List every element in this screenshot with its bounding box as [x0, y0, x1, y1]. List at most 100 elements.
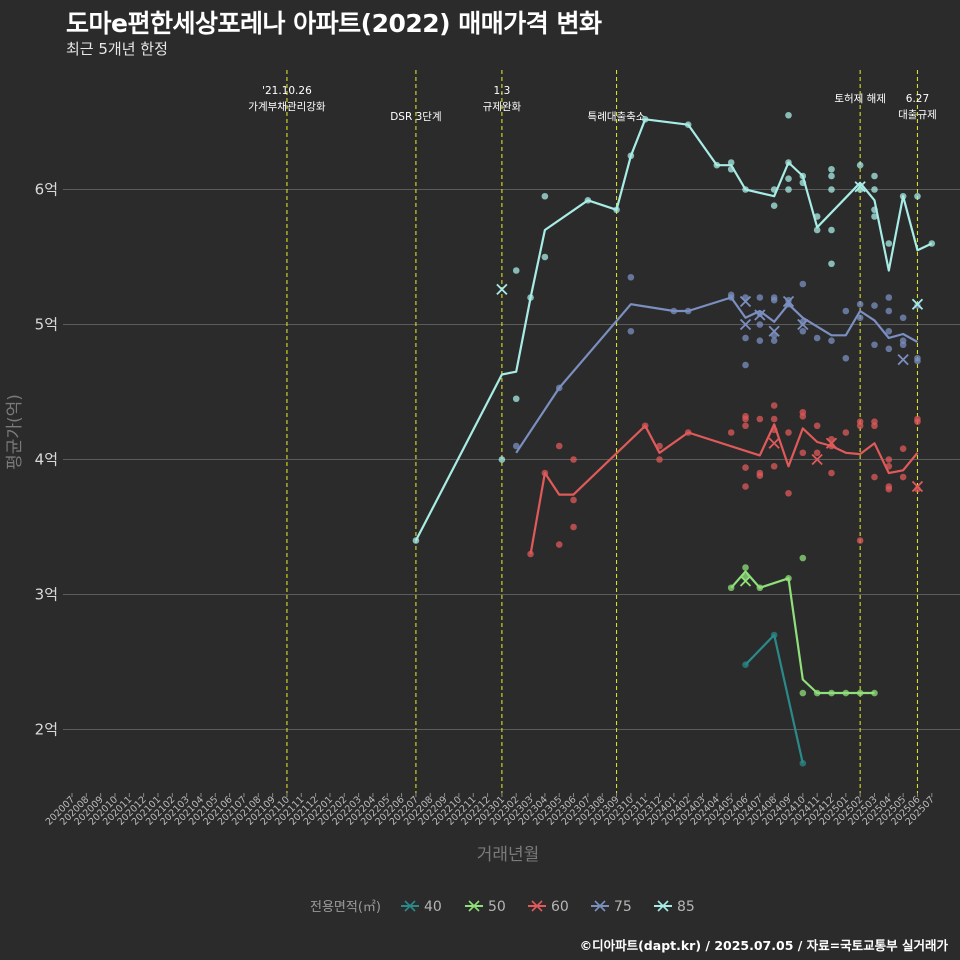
data-point: [871, 302, 878, 309]
y-tick-label: 5억: [35, 316, 58, 334]
data-point: [570, 456, 577, 463]
data-point: [684, 307, 692, 315]
data-point: [899, 192, 907, 200]
data-point: [799, 689, 807, 697]
data-point: [555, 442, 563, 450]
data-point: [799, 179, 807, 187]
data-point: [799, 449, 807, 457]
data-point: [856, 314, 864, 322]
data-point: [785, 186, 792, 193]
data-point: [828, 689, 835, 697]
series-60: [527, 402, 924, 558]
data-point: [813, 226, 821, 234]
data-point: [871, 206, 878, 214]
chart-title: 도마e편한세상포레나 아파트(2022) 매매가격 변화: [66, 9, 602, 38]
data-point: [742, 422, 749, 430]
data-point: [512, 442, 520, 450]
data-point: [828, 337, 835, 345]
data-point: [885, 294, 893, 301]
data-point: [799, 327, 807, 335]
data-point: [670, 307, 678, 315]
legend-key-cross: [594, 900, 606, 912]
legend-title: 전용면적(㎡): [310, 900, 381, 915]
data-point: [885, 462, 893, 470]
cancelled-marker: [754, 309, 766, 321]
data-point: [770, 426, 778, 434]
cancelled-marker: [739, 318, 752, 331]
data-point: [899, 314, 907, 322]
data-point: [842, 429, 850, 436]
legend-label: 50: [488, 899, 506, 915]
data-point: [555, 384, 563, 392]
data-point: [742, 415, 749, 423]
data-point: [727, 429, 735, 436]
data-point: [885, 307, 893, 315]
data-point: [785, 429, 792, 436]
cancelled-marker: [911, 298, 924, 310]
data-point: [641, 422, 649, 430]
cancelled-marker: [911, 480, 924, 493]
cancelled-marker: [768, 325, 780, 337]
policy-annotation: DSR 3단계: [390, 111, 441, 123]
data-point: [742, 661, 749, 668]
legend-item-85: 85: [654, 899, 695, 915]
cross-stroke: [768, 325, 780, 337]
cancelled-marker: [897, 353, 909, 366]
cross-stroke: [739, 575, 752, 587]
source-caption: ©디아파트(dapt.kr) / 2025.07.05 / 자료=국토교통부 실…: [579, 938, 948, 953]
data-point: [871, 186, 878, 193]
y-axis-ticks: 2억 3억 4억 5억 6억: [35, 181, 58, 739]
data-point: [527, 294, 534, 301]
data-point: [412, 537, 420, 544]
legend-item-40: 40: [401, 899, 442, 915]
data-point: [828, 226, 835, 234]
data-point: [813, 213, 821, 220]
data-point: [842, 354, 850, 362]
x-axis-title: 거래년월: [477, 845, 540, 865]
data-point: [828, 165, 835, 173]
data-point: [770, 402, 778, 409]
data-point: [756, 337, 764, 345]
data-point: [799, 172, 807, 180]
series-layer: [412, 111, 936, 767]
data-point: [899, 473, 907, 481]
data-point: [856, 537, 864, 544]
data-point: [885, 456, 893, 463]
data-point: [828, 186, 835, 193]
data-point: [871, 213, 878, 220]
data-point: [856, 161, 864, 169]
cross-stroke: [739, 318, 752, 331]
series-line: [515, 296, 919, 454]
cancelled-marker: [768, 437, 780, 449]
data-point: [914, 357, 921, 365]
data-point: [727, 584, 735, 592]
data-point: [828, 260, 835, 268]
data-point: [584, 197, 592, 204]
data-point: [899, 341, 907, 349]
policy-annotation: 특례대출축소: [588, 111, 646, 123]
y-tick-label: 3억: [35, 586, 58, 604]
cross-stroke: [768, 437, 780, 449]
data-point: [914, 302, 921, 309]
data-point: [842, 307, 850, 315]
data-point: [871, 341, 878, 349]
policy-annotation: 6.27: [906, 93, 929, 105]
data-point: [770, 186, 778, 193]
data-point: [742, 361, 749, 369]
data-point: [627, 152, 635, 160]
data-point: [627, 273, 635, 281]
cancelled-marker: [825, 437, 838, 449]
cross-stroke: [797, 318, 809, 331]
legend-key-cross: [531, 900, 543, 912]
y-tick-label: 2억: [35, 721, 58, 739]
data-point: [785, 159, 792, 166]
cross-stroke: [782, 295, 795, 308]
data-point: [713, 161, 721, 169]
data-point: [871, 689, 878, 697]
data-point: [885, 240, 893, 247]
data-point: [928, 240, 936, 247]
data-point: [512, 267, 520, 274]
legend-label: 40: [424, 899, 442, 915]
data-point: [856, 689, 864, 697]
